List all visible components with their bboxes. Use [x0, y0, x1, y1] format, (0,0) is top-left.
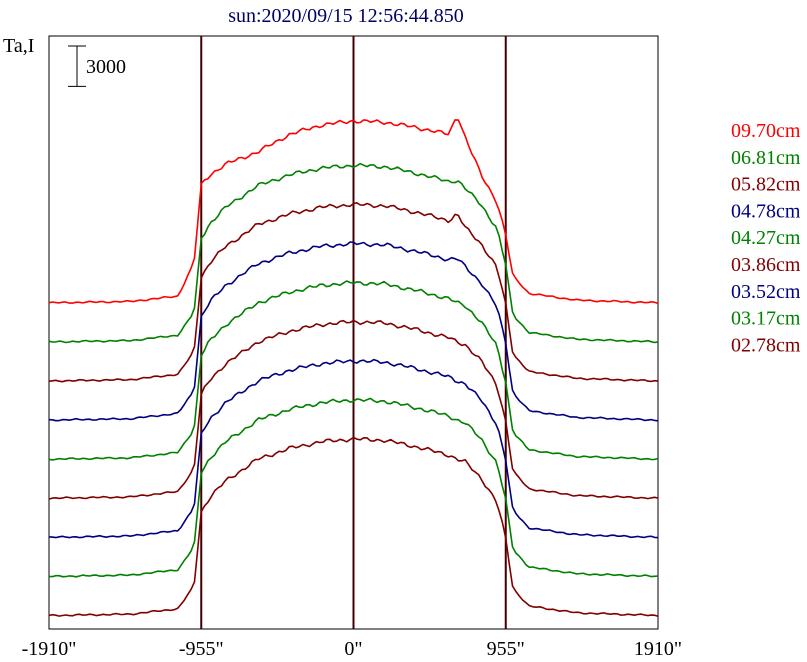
- x-tick-label-0: -1910": [22, 638, 77, 660]
- x-tick-label-2: 0": [344, 638, 362, 660]
- vertical-markers: [200, 36, 507, 629]
- legend-item-03.17cm: 03.17cm: [731, 308, 801, 330]
- chart-title: sun:2020/09/15 12:56:44.850: [228, 5, 464, 27]
- legend-item-06.81cm: 06.81cm: [731, 147, 801, 169]
- legend-item-02.78cm: 02.78cm: [731, 334, 801, 356]
- series-line-03.52cm: [48, 358, 659, 539]
- legend-item-04.78cm: 04.78cm: [731, 200, 801, 222]
- series-line-04.78cm: [48, 241, 659, 422]
- x-tick-label-1: -955": [179, 638, 224, 660]
- scale-bar-label: 3000: [86, 56, 126, 78]
- legend-item-03.86cm: 03.86cm: [731, 254, 801, 276]
- series-line-09.70cm: [48, 119, 659, 305]
- series-lines: [48, 119, 659, 618]
- legend: 09.70cm 06.81cm 05.82cm 04.78cm 04.27cm 03.86…: [731, 120, 801, 356]
- series-line-05.82cm: [48, 202, 659, 383]
- scale-bar: 3000: [68, 45, 126, 87]
- series-line-06.81cm: [48, 162, 659, 344]
- series-line-03.17cm: [48, 397, 659, 578]
- legend-item-04.27cm: 04.27cm: [731, 227, 801, 249]
- series-line-03.86cm: [48, 319, 659, 500]
- legend-item-09.70cm: 09.70cm: [731, 120, 801, 142]
- x-tick-label-3: 955": [487, 638, 525, 660]
- series-line-04.27cm: [48, 280, 659, 461]
- legend-item-05.82cm: 05.82cm: [731, 174, 801, 196]
- series-line-02.78cm: [48, 436, 659, 618]
- legend-item-03.52cm: 03.52cm: [731, 281, 801, 303]
- x-tick-label-4: 1910": [634, 638, 682, 660]
- x-tick-labels: -1910" -955" 0" 955" 1910": [22, 638, 683, 660]
- y-axis-label: Ta,I: [3, 35, 34, 57]
